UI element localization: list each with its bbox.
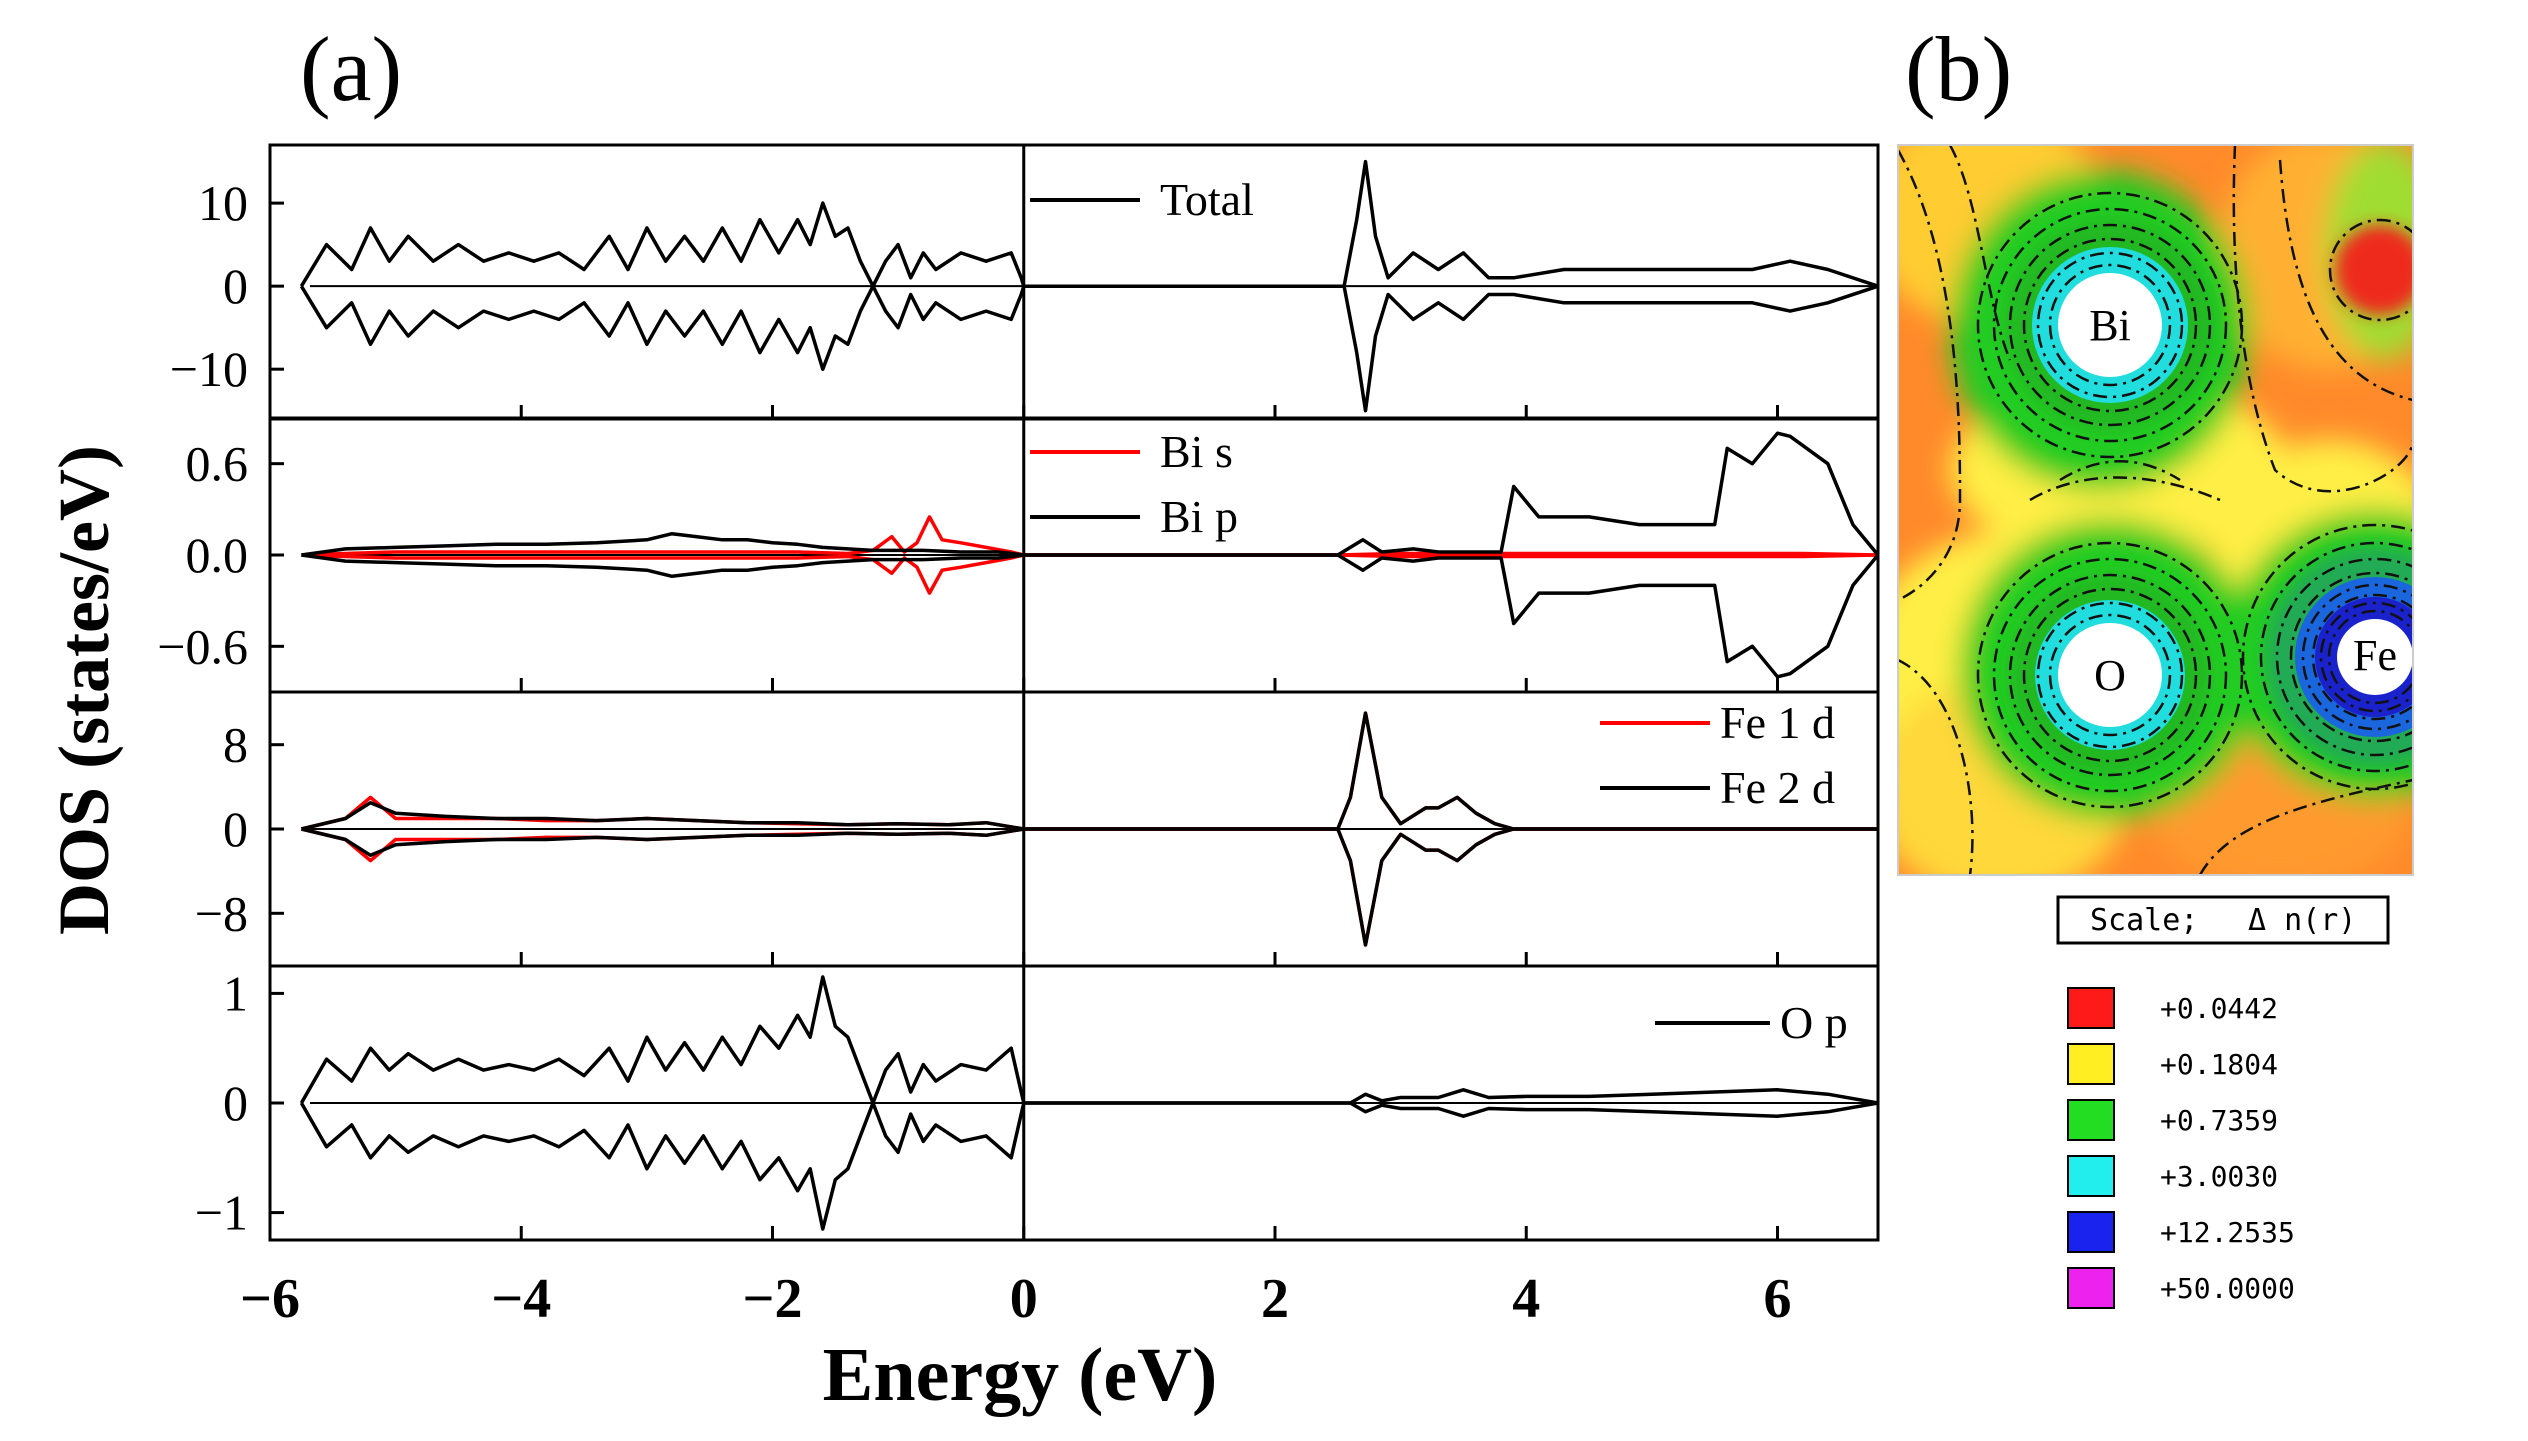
atom-label-o: O [2094, 651, 2126, 700]
y-tick-label-total-1: 0 [223, 258, 248, 314]
legend-label-fe-1: Fe 2 d [1720, 762, 1835, 813]
map-frame [1897, 144, 2414, 876]
colorbar: +0.0442 +0.1804 +0.7359 +3.0030 +12.2535 +50.… [2067, 987, 2295, 1309]
colorbar-swatch-2 [2067, 1099, 2115, 1141]
legend-label-fe-0: Fe 1 d [1720, 697, 1835, 748]
panel-a-label: (a) [300, 18, 402, 120]
series-o-0-spin-up [299, 975, 1879, 1105]
series-fe-0-spin-up [300, 711, 1878, 831]
series-bi-0-spin-down [301, 553, 1879, 595]
legend-label-total-0: Total [1160, 174, 1254, 225]
series-bi-1-spin-down [301, 553, 1880, 679]
x-tick-label-6: 6 [1764, 1268, 1792, 1330]
scale-label: Scale; [2090, 903, 2198, 938]
y-tick-label-fe-2: −8 [195, 885, 248, 941]
y-tick-label-total-2: −10 [170, 341, 248, 397]
colorbar-swatch-1 [2067, 1043, 2115, 1085]
legends: Total Bi s Bi p Fe 1 d Fe 2 d O p [1030, 174, 1848, 1048]
y-tick-labels: 100−100.60.0−0.680−810−1 [157, 175, 248, 1240]
colorbar-swatch-4 [2067, 1211, 2115, 1253]
colorbar-swatch-3 [2067, 1155, 2115, 1197]
y-tick-label-o-1: 0 [223, 1075, 248, 1131]
series-bi-0-spin-up [301, 515, 1879, 557]
colorbar-swatch-0 [2067, 987, 2115, 1029]
legend-label-bi-0: Bi s [1160, 426, 1233, 477]
y-tick-label-fe-1: 0 [223, 801, 248, 857]
y-axis-label: DOS (states/eV) [44, 445, 124, 935]
legend-label-o-0: O p [1780, 997, 1848, 1048]
atom-label-bi: Bi [2089, 301, 2131, 350]
dos-curves [299, 159, 1880, 1231]
colorbar-value-5: +50.0000 [2160, 1272, 2295, 1305]
colorbar-value-4: +12.2535 [2160, 1216, 2295, 1249]
scale-box [2056, 895, 2390, 945]
x-tick-labels: −6 −4 −2 0 2 4 6 [240, 1268, 1791, 1330]
y-tick-label-total-0: 10 [198, 175, 248, 231]
y-tick-label-fe-0: 8 [223, 717, 248, 773]
colorbar-value-0: +0.0442 [2160, 992, 2278, 1025]
scale-quantity: Δ n(r) [2248, 903, 2356, 938]
series-fe-1-spin-down [300, 827, 1878, 947]
y-tick-label-bi-2: −0.6 [157, 618, 248, 674]
x-tick-label-5: 4 [1512, 1268, 1540, 1330]
dos-chart: 100−100.60.0−0.680−810−1 −6 −4 −2 0 2 4 6 Tota… [157, 143, 1880, 1330]
y-tick-label-bi-1: 0.0 [186, 527, 249, 583]
x-tick-label-3: 0 [1010, 1268, 1038, 1330]
colorbar-value-1: +0.1804 [2160, 1048, 2278, 1081]
subplot-frames [268, 143, 1880, 1242]
y-tick-label-o-2: −1 [195, 1185, 248, 1241]
subplot-frame-total [268, 143, 1880, 421]
legend-label-bi-1: Bi p [1160, 491, 1238, 542]
series-o-0-spin-down [299, 1101, 1879, 1231]
series-bi-1-spin-up [301, 431, 1880, 557]
series-fe-0-spin-down [300, 827, 1878, 947]
x-axis-label: Energy (eV) [823, 1333, 1218, 1417]
y-tick-label-bi-0: 0.6 [186, 436, 249, 492]
series-fe-1-spin-up [300, 711, 1878, 831]
x-tick-label-0: −6 [240, 1268, 300, 1330]
charge-density-map [1898, 145, 2413, 875]
colorbar-value-2: +0.7359 [2160, 1104, 2278, 1137]
panel-b-label: (b) [1905, 18, 2012, 120]
colorbar-swatch-5 [2067, 1267, 2115, 1309]
x-tick-label-1: −4 [491, 1268, 551, 1330]
series-total-0-spin-down [299, 284, 1879, 413]
atom-label-fe: Fe [2353, 631, 2397, 680]
y-tick-label-o-0: 1 [223, 965, 248, 1021]
colorbar-value-3: +3.0030 [2160, 1160, 2278, 1193]
x-tick-label-4: 2 [1261, 1268, 1289, 1330]
series-total-0-spin-up [299, 159, 1879, 288]
x-tick-label-2: −2 [743, 1268, 803, 1330]
